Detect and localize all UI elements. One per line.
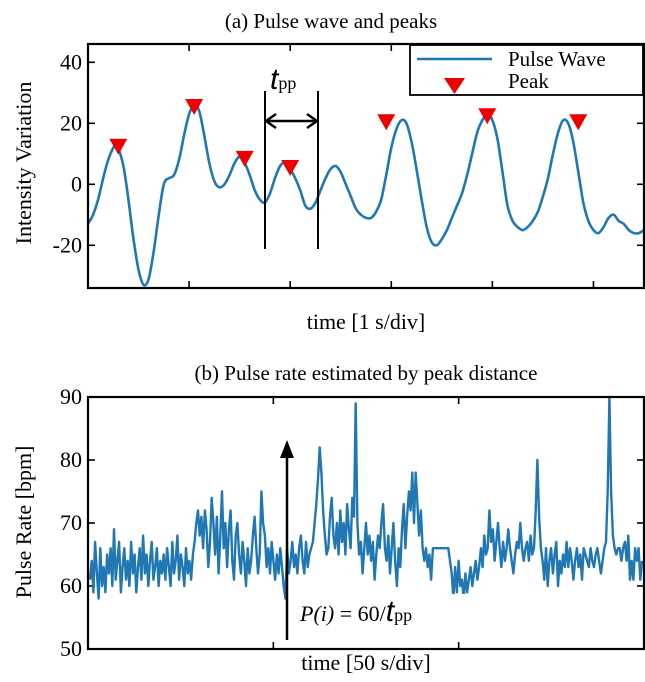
- pulse-wave-line: [86, 103, 645, 287]
- chart-b-ytick-label: 50: [60, 636, 82, 661]
- legend-peak-marker: [444, 78, 465, 94]
- chart-a-xlabel: time [1 s/div]: [307, 309, 426, 334]
- tpp-label: tpp: [270, 63, 296, 96]
- peak-marker: [185, 99, 204, 116]
- chart-a: (a) Pulse wave and peaks Intensity Varia…: [11, 9, 645, 334]
- chart-a-ytick-label: 0: [71, 171, 82, 196]
- legend-box: [409, 44, 644, 96]
- chart-a-title: (a) Pulse wave and peaks: [225, 9, 437, 33]
- chart-b-axes-box: [86, 395, 645, 651]
- peak-marker: [281, 160, 300, 177]
- tpp-annotation: tpp: [264, 63, 319, 249]
- peak-marker: [478, 108, 497, 125]
- tpp-symbol: t: [270, 63, 280, 96]
- chart-a-legend: Pulse Wave Peak: [409, 44, 644, 96]
- pulse-rate-annotation: P(i) = 60/tpp: [280, 440, 468, 640]
- chart-b-ytick-label: 90: [60, 384, 82, 409]
- annotation-bg: [296, 594, 468, 632]
- chart-b-title: (b) Pulse rate estimated by peak distanc…: [195, 361, 538, 385]
- formula-subscript: pp: [394, 605, 412, 625]
- formula-lhs: P(i): [299, 601, 334, 626]
- formula-mid: = 60/: [334, 601, 386, 626]
- annotation-arrowhead: [280, 440, 294, 458]
- chart-a-yticks: 40 20 0 -20: [53, 49, 644, 257]
- legend-entry-pulse-wave: Pulse Wave: [508, 47, 606, 71]
- chart-b-ytick-label: 80: [60, 447, 82, 472]
- chart-b-xticks: [272, 397, 460, 649]
- peak-marker: [569, 114, 588, 131]
- peak-markers: [109, 99, 588, 177]
- legend-entry-peak: Peak: [508, 69, 549, 93]
- chart-b-ytick-label: 70: [60, 510, 82, 535]
- pulse-rate-formula: P(i) = 60/tpp: [299, 595, 412, 628]
- formula-symbol: t: [386, 595, 396, 628]
- peak-marker: [377, 114, 396, 131]
- chart-b: (b) Pulse rate estimated by peak distanc…: [11, 361, 645, 675]
- chart-a-ytick-label: 40: [60, 49, 82, 74]
- pulse-rate-line: [88, 395, 644, 600]
- tpp-arrowhead-left: [265, 112, 277, 130]
- peak-marker: [109, 138, 128, 155]
- chart-b-xlabel: time [50 s/div]: [301, 650, 431, 675]
- chart-b-ylabel: Pulse Rate [bpm]: [11, 446, 36, 599]
- chart-a-axes-box: [86, 42, 645, 290]
- tpp-subscript: pp: [278, 73, 296, 93]
- chart-a-ylabel: Intensity Variation: [11, 82, 36, 245]
- peak-marker: [235, 150, 254, 167]
- chart-b-ytick-label: 60: [60, 573, 82, 598]
- tpp-arrowhead-right: [306, 112, 318, 130]
- chart-a-ytick-label: 20: [60, 110, 82, 135]
- chart-a-ytick-label: -20: [53, 232, 82, 257]
